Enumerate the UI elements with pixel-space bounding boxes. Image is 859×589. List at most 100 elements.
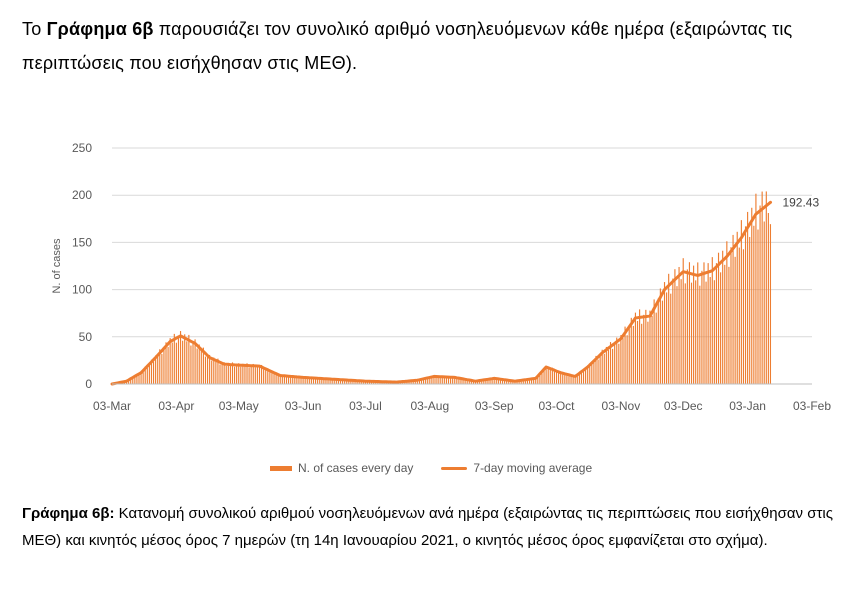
daily-bar: [161, 354, 163, 384]
daily-bar: [740, 220, 742, 384]
daily-bar: [684, 283, 686, 384]
daily-bar: [578, 373, 580, 384]
daily-bar: [148, 363, 150, 384]
daily-bar: [609, 342, 612, 384]
daily-bar: [130, 378, 132, 384]
daily-bar: [341, 380, 344, 384]
daily-bar: [285, 375, 288, 384]
legend-label-line: 7-day moving average: [473, 461, 593, 475]
daily-bar: [283, 376, 285, 384]
moving-average-line: [110, 200, 772, 386]
daily-bar: [722, 250, 724, 384]
legend-swatch-line: [441, 466, 468, 470]
y-axis-label: N. of cases: [51, 238, 63, 294]
daily-bar: [458, 378, 460, 384]
daily-bar: [620, 335, 622, 384]
daily-bar: [416, 379, 418, 384]
daily-bar: [142, 371, 144, 384]
daily-bar: [599, 353, 601, 384]
daily-bar: [765, 191, 767, 384]
daily-bar: [730, 247, 732, 384]
daily-bar: [263, 369, 265, 384]
daily-bar: [155, 355, 157, 384]
daily-bar: [256, 364, 258, 384]
daily-bar: [202, 347, 204, 384]
daily-bar: [591, 361, 593, 384]
daily-bar: [528, 378, 531, 384]
daily-bar: [152, 361, 155, 384]
daily-bar: [412, 380, 414, 384]
daily-bar: [450, 376, 452, 384]
daily-bar: [649, 310, 651, 384]
daily-bar: [701, 270, 703, 384]
daily-bar: [767, 213, 769, 384]
daily-bar: [551, 367, 553, 384]
daily-bar: [697, 262, 699, 384]
daily-bar: [595, 355, 597, 384]
daily-bar: [605, 346, 607, 384]
caption-label: Γράφημα 6β:: [22, 505, 115, 522]
daily-bar: [246, 363, 248, 384]
daily-bar: [518, 380, 520, 384]
daily-bar: [545, 368, 547, 384]
daily-bar: [580, 370, 583, 384]
daily-bar: [653, 299, 655, 384]
daily-bar: [292, 377, 294, 384]
daily-bar: [356, 380, 358, 384]
daily-bar: [626, 335, 628, 384]
daily-bar: [576, 374, 578, 384]
daily-bar: [227, 362, 229, 384]
daily-bar: [757, 229, 759, 384]
daily-bar: [265, 368, 267, 384]
daily-bar: [443, 377, 445, 384]
daily-bar: [269, 371, 271, 384]
daily-bar: [225, 365, 227, 384]
daily-bar: [408, 381, 410, 384]
x-tick-label: 03-Jun: [285, 399, 322, 413]
daily-bar: [489, 378, 491, 384]
legend-label-bars: N. of cases every day: [298, 461, 414, 475]
daily-bar: [508, 379, 510, 384]
x-tick-label: 03-Jan: [729, 399, 766, 413]
daily-bar: [690, 282, 693, 384]
daily-bar: [431, 376, 433, 384]
x-tick-label: 03-Jul: [349, 399, 382, 413]
daily-bar: [732, 234, 734, 384]
daily-bar: [726, 241, 728, 384]
daily-bar: [537, 375, 539, 384]
daily-bar: [506, 380, 508, 384]
daily-bar: [491, 378, 493, 384]
daily-bar: [258, 366, 261, 384]
daily-bar: [327, 379, 329, 384]
daily-bar: [157, 356, 159, 384]
daily-bar: [290, 375, 292, 384]
daily-bar: [695, 280, 697, 384]
daily-bar: [744, 226, 747, 384]
daily-bar: [302, 377, 304, 384]
daily-bar: [670, 293, 672, 384]
daily-bar: [360, 381, 362, 384]
daily-bar: [705, 281, 707, 384]
caption-text: Κατανομή συνολικού αριθμού νοσηλευόμενων…: [22, 505, 833, 549]
daily-bar: [364, 381, 366, 384]
daily-bar: [645, 309, 647, 384]
y-tick-label: 200: [72, 188, 92, 202]
x-tick-label: 03-Mar: [93, 399, 131, 413]
daily-bar: [593, 362, 595, 384]
daily-bar: [589, 366, 591, 384]
intro-figure-ref: Γράφημα 6β: [46, 19, 154, 39]
daily-bar: [346, 380, 348, 384]
daily-bar: [433, 376, 435, 384]
daily-bar: [734, 256, 736, 384]
daily-bar: [520, 380, 522, 384]
daily-bar: [582, 371, 585, 384]
daily-bar: [418, 379, 420, 384]
daily-bar: [150, 359, 153, 384]
daily-bar: [252, 363, 254, 384]
daily-bar: [612, 348, 614, 384]
daily-bar: [495, 379, 497, 384]
daily-bar: [348, 379, 350, 384]
daily-bar: [539, 374, 541, 384]
daily-bar: [749, 236, 751, 384]
daily-bar: [481, 380, 483, 384]
